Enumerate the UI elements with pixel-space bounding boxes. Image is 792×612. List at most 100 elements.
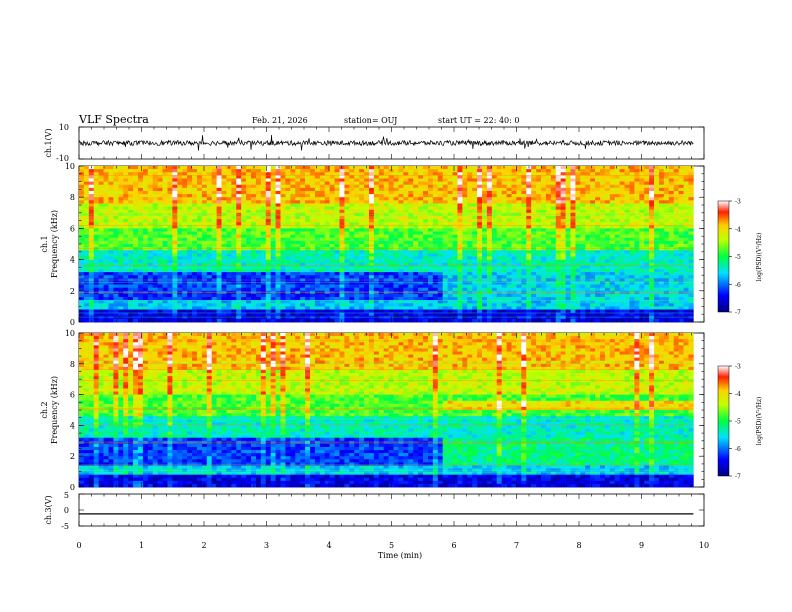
spectrogram-cell xyxy=(206,262,212,267)
spectrogram-cell xyxy=(241,312,247,317)
spectrogram-cell xyxy=(521,290,527,295)
spectrogram-cell xyxy=(373,312,380,317)
spectrogram-cell xyxy=(521,219,527,223)
spectrogram-cell xyxy=(83,172,90,176)
spectrogram-cell xyxy=(521,231,527,235)
spectrogram-cell xyxy=(314,306,321,310)
spectrogram-cell xyxy=(108,256,114,260)
spectrogram-cell xyxy=(378,293,385,298)
spectrogram-cell xyxy=(467,184,473,189)
spectrogram-cell xyxy=(162,265,168,270)
spectrogram-cell xyxy=(187,184,193,189)
spectrogram-cell xyxy=(290,206,296,210)
spectrogram-cell xyxy=(408,275,414,279)
spectrogram-cell xyxy=(319,318,326,323)
spectrogram-cell xyxy=(427,172,434,176)
spectrogram-cell xyxy=(162,318,168,323)
spectrogram-cell xyxy=(550,312,557,317)
spectrogram-cell xyxy=(339,259,345,264)
spectrogram-cell xyxy=(427,318,434,323)
spectrogram-cell xyxy=(182,318,188,323)
spectrogram-cell xyxy=(182,190,188,195)
spectrogram-cell xyxy=(93,181,99,186)
spectrogram-cell xyxy=(133,172,139,176)
spectrogram-cell xyxy=(339,318,345,323)
spectrogram-cell xyxy=(472,300,478,304)
spectrogram-cell xyxy=(477,256,483,260)
spectrogram-cell xyxy=(560,234,566,239)
spectrogram-cell xyxy=(339,256,345,260)
spectrogram-cell xyxy=(452,244,458,248)
spectrogram-cell xyxy=(555,190,561,195)
spectrogram-cell xyxy=(447,222,453,226)
spectrogram-cell xyxy=(354,247,360,251)
spectrogram-cell xyxy=(536,300,542,304)
spectrogram-cell xyxy=(526,169,532,173)
spectrogram-cell xyxy=(88,200,95,204)
spectrogram-cell xyxy=(285,200,291,204)
spectrogram-cell xyxy=(177,222,183,226)
spectrogram-cell xyxy=(221,309,227,313)
spectrogram-cell xyxy=(231,253,237,257)
spectrogram-cell xyxy=(491,172,498,176)
spectrogram-cell xyxy=(108,253,114,257)
spectrogram-cell xyxy=(354,169,360,173)
spectrogram-cell xyxy=(201,169,208,173)
spectrogram-cell xyxy=(231,315,237,320)
spectrogram-cell xyxy=(182,309,188,313)
spectrogram-cell xyxy=(285,240,291,245)
spectrogram-cell xyxy=(511,212,517,217)
spectrogram-cell xyxy=(241,244,247,248)
spectrogram-cell xyxy=(295,253,301,257)
spectrogram-cell xyxy=(221,169,227,173)
spectrogram-cell xyxy=(418,209,424,214)
spectrogram-cell xyxy=(472,184,478,189)
spectrogram-cell xyxy=(167,244,173,248)
spectrogram-cell xyxy=(545,206,552,210)
spectrogram-cell xyxy=(290,197,296,201)
spectrogram-cell xyxy=(79,272,85,276)
spectrogram-cell xyxy=(300,215,306,220)
spectrogram-cell xyxy=(472,312,478,317)
spectrogram-cell xyxy=(88,300,95,304)
spectrogram-cell xyxy=(496,206,502,210)
spectrogram-cell xyxy=(403,237,409,242)
spectrogram-cell xyxy=(172,225,178,229)
spectrogram-cell xyxy=(418,297,424,301)
spectrogram-cell xyxy=(418,228,424,232)
spectrogram-cell xyxy=(477,297,483,301)
spectrogram-cell xyxy=(103,256,109,260)
spectrogram-cell xyxy=(526,190,532,195)
spectrogram-cell xyxy=(418,169,424,173)
spectrogram-cell xyxy=(147,200,154,204)
spectrogram-cell xyxy=(526,197,532,201)
spectrogram-cell xyxy=(526,209,532,214)
spectrogram-cell xyxy=(265,181,271,186)
spectrogram-cell xyxy=(295,268,301,273)
spectrogram-cell xyxy=(354,187,360,192)
spectrogram-cell xyxy=(334,175,340,179)
spectrogram-cell xyxy=(462,237,468,242)
spectrogram-cell xyxy=(275,181,281,186)
spectrogram-cell xyxy=(349,209,355,214)
spectrogram-cell xyxy=(482,172,488,176)
spectrogram-cell xyxy=(118,268,124,273)
spectrogram-cell xyxy=(368,197,375,201)
spectrogram-cell xyxy=(103,228,109,232)
spectrogram-cell xyxy=(516,178,522,182)
spectrogram-cell xyxy=(349,228,355,232)
spectrogram-cell xyxy=(98,247,104,251)
spectrogram-cell xyxy=(354,281,360,285)
spectrogram-cell xyxy=(501,315,507,320)
spectrogram-cell xyxy=(300,200,306,204)
spectrogram-cell xyxy=(452,212,458,217)
spectrogram-cell xyxy=(201,275,208,279)
spectrogram-cell xyxy=(206,187,212,192)
spectrogram-cell xyxy=(251,212,257,217)
spectrogram-cell xyxy=(427,312,434,317)
spectrogram-cell xyxy=(319,169,326,173)
spectrogram-cell xyxy=(339,290,345,295)
spectrogram-cell xyxy=(334,312,340,317)
spectrogram-cell xyxy=(265,209,271,214)
spectrogram-cell xyxy=(516,234,522,239)
